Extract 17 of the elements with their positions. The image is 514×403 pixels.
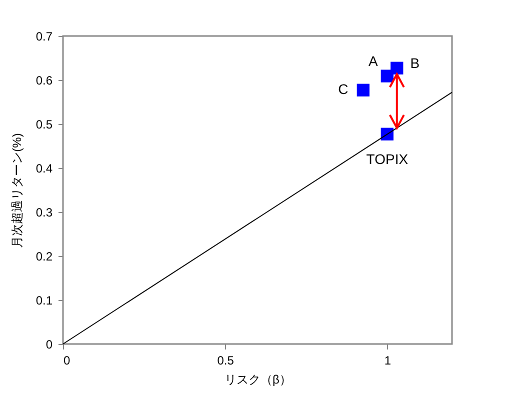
y-tick-label: 0.7 [36,30,53,44]
x-tick-label: 1 [384,354,392,368]
y-tick-label: 0.5 [36,118,53,132]
y-tick-label: 0.6 [36,74,53,88]
y-tick-label: 0.3 [36,206,53,220]
annotation: A [368,53,378,70]
x-tick-label: 0.5 [217,354,234,368]
x-axis-title: リスク（β） [224,372,292,386]
y-axis-title: 月次超過リターン(%) [10,133,24,248]
y-tick-label: 0.1 [36,294,53,308]
annotation: TOPIX [366,151,409,168]
y-tick-label: 0.2 [36,250,53,264]
annotation: B [410,55,420,72]
y-tick-label: 0 [46,338,53,352]
y-tick-label: 0.4 [36,162,53,176]
annotation: C [338,81,348,98]
x-tick-label: 0 [64,354,70,368]
